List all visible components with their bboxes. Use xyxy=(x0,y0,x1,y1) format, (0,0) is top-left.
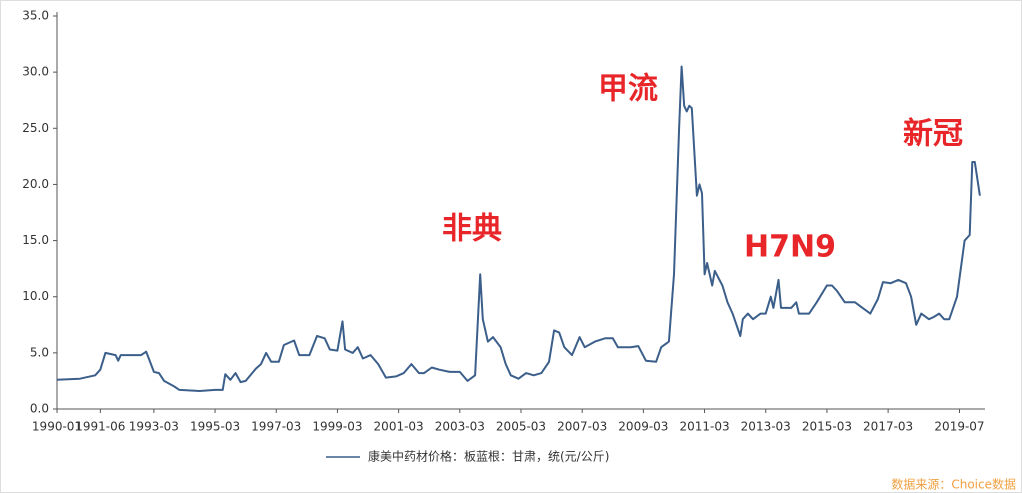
x-tick-label: 2015-03 xyxy=(802,420,852,434)
legend-label: 康美中药材价格：板蓝根：甘肃，统(元/公斤) xyxy=(368,449,609,464)
x-tick-label: 1999-03 xyxy=(312,420,362,434)
annotation: 新冠 xyxy=(903,117,963,152)
x-tick-label: 1991-06 xyxy=(75,420,125,434)
y-tick-label: 30.0 xyxy=(22,65,49,79)
x-tick-label: 2013-03 xyxy=(741,420,791,434)
x-tick-label: 2009-03 xyxy=(618,420,668,434)
x-tick-label: 2003-03 xyxy=(435,420,485,434)
y-tick-label: 0.0 xyxy=(30,402,49,416)
x-tick-label: 1997-03 xyxy=(251,420,301,434)
x-tick-label: 2007-03 xyxy=(557,420,607,434)
annotation: 非典 xyxy=(442,212,502,247)
x-tick-label: 2019-07 xyxy=(934,420,984,434)
x-tick-label: 2005-03 xyxy=(496,420,546,434)
x-tick-label: 1990-01 xyxy=(32,420,82,434)
x-tick-label: 2011-03 xyxy=(679,420,729,434)
y-tick-label: 5.0 xyxy=(30,345,49,359)
x-tick-label: 1995-03 xyxy=(190,420,240,434)
annotation: 甲流 xyxy=(598,72,658,107)
y-tick-label: 35.0 xyxy=(22,9,49,23)
source: 数据来源：Choice数据 xyxy=(891,477,1016,492)
y-tick-label: 25.0 xyxy=(22,121,49,135)
y-tick-label: 10.0 xyxy=(22,289,49,303)
y-tick-label: 20.0 xyxy=(22,177,49,191)
annotation: H7N9 xyxy=(744,230,836,265)
y-tick-label: 15.0 xyxy=(22,233,49,247)
x-tick-label: 1993-03 xyxy=(129,420,179,434)
x-tick-label: 2017-03 xyxy=(863,420,913,434)
line-series xyxy=(56,65,981,392)
x-tick-label: 2001-03 xyxy=(374,420,424,434)
